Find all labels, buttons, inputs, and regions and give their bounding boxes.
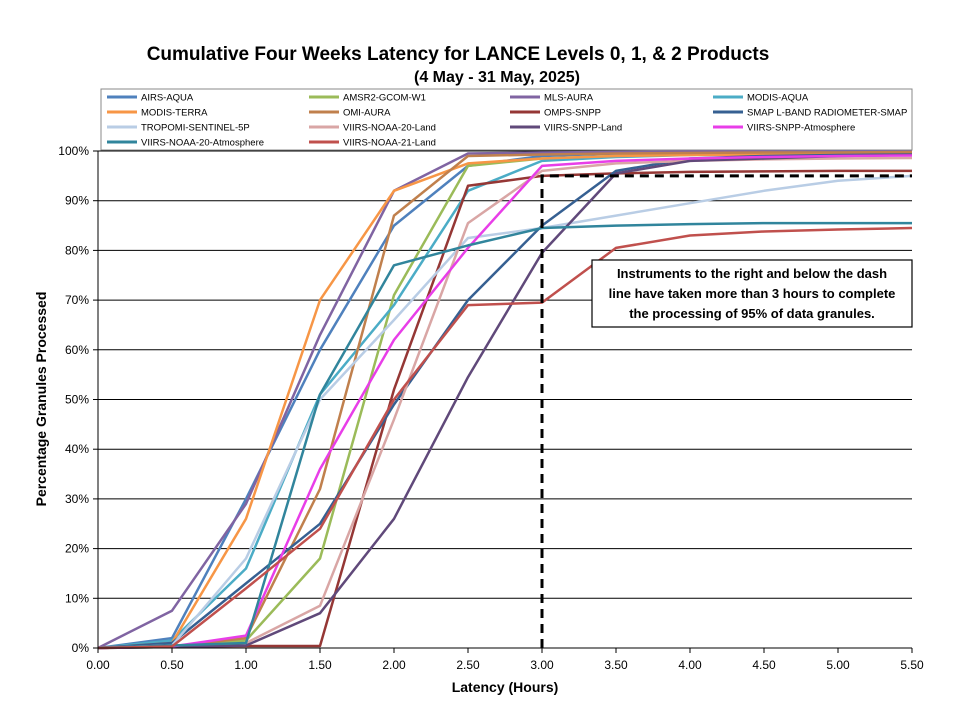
legend-label: AIRS-AQUA bbox=[141, 93, 194, 104]
annotation-callout: Instruments to the right and below the d… bbox=[591, 259, 913, 328]
x-tick-label: 2.50 bbox=[456, 658, 480, 672]
series-line-5 bbox=[97, 152, 913, 650]
series-line-14 bbox=[97, 226, 913, 650]
annotation-line-3: the processing of 95% of data granules. bbox=[629, 306, 875, 321]
annotation-line-2: line have taken more than 3 hours to com… bbox=[609, 286, 896, 301]
y-tick-label: 0% bbox=[72, 641, 90, 655]
series-line-7 bbox=[97, 169, 912, 650]
y-axis-title: Percentage Granules Processed bbox=[33, 292, 49, 507]
series-line-12 bbox=[97, 154, 913, 650]
x-tick-label: 2.00 bbox=[382, 658, 406, 672]
series-line-11 bbox=[97, 153, 913, 650]
y-tick-label: 60% bbox=[65, 343, 89, 357]
legend-label: OMI-AURA bbox=[343, 108, 391, 119]
y-tick-label: 30% bbox=[65, 492, 89, 506]
annotation-box bbox=[591, 259, 913, 328]
legend-label: MODIS-AQUA bbox=[747, 93, 809, 104]
series-line-9 bbox=[97, 174, 913, 650]
legend-label: AMSR2-GCOM-W1 bbox=[343, 93, 426, 104]
threshold-line bbox=[540, 174, 912, 648]
series-line-6 bbox=[97, 150, 913, 650]
legend: AIRS-AQUA AMSR2-GCOM-W1 MLS-AURA MODIS-AQUA… bbox=[107, 93, 907, 149]
series-line-4 bbox=[97, 151, 913, 650]
series-lines bbox=[97, 150, 913, 650]
x-tick-label: 5.00 bbox=[826, 658, 850, 672]
x-tick-label: 3.50 bbox=[604, 658, 628, 672]
legend-label: VIIRS-NOAA-20-Land bbox=[343, 123, 436, 134]
annotation-line-1: Instruments to the right and below the d… bbox=[617, 266, 887, 281]
y-tick-label: 10% bbox=[65, 591, 89, 605]
legend-box bbox=[100, 88, 913, 151]
legend-label: VIIRS-NOAA-21-Land bbox=[343, 138, 436, 149]
legend-label: OMPS-SNPP bbox=[544, 108, 601, 119]
threshold-dash-line bbox=[540, 174, 912, 648]
y-tick-label: 50% bbox=[65, 393, 89, 407]
chart-subtitle: (4 May - 31 May, 2025) bbox=[414, 69, 580, 86]
x-tick-label: 0.00 bbox=[86, 658, 110, 672]
x-tick-label: 1.00 bbox=[234, 658, 258, 672]
chart-title: Cumulative Four Weeks Latency for LANCE … bbox=[147, 44, 770, 65]
y-tick-label: 100% bbox=[58, 144, 89, 158]
legend-label: MODIS-TERRA bbox=[141, 108, 208, 119]
x-tick-label: 4.50 bbox=[752, 658, 776, 672]
legend-label: VIIRS-SNPP-Atmosphere bbox=[747, 123, 855, 134]
legend-label: VIIRS-NOAA-20-Atmosphere bbox=[141, 138, 264, 149]
y-tick-label: 80% bbox=[65, 243, 89, 257]
y-tick-labels: 0% 10% 20% 30% 40% 50% 60% 70% 80% 90% 100% bbox=[58, 144, 98, 655]
series-line-13 bbox=[97, 221, 912, 650]
x-tick-label: 3.00 bbox=[530, 658, 554, 672]
legend-label: VIIRS-SNPP-Land bbox=[544, 123, 622, 134]
y-tick-label: 20% bbox=[65, 542, 89, 556]
x-tick-label: 5.50 bbox=[900, 658, 924, 672]
legend-label: TROPOMI-SENTINEL-5P bbox=[141, 123, 250, 134]
x-tick-label: 1.50 bbox=[308, 658, 332, 672]
gridlines bbox=[98, 150, 912, 599]
series-line-8 bbox=[97, 153, 913, 650]
series-line-2 bbox=[97, 151, 913, 650]
legend-label: MLS-AURA bbox=[544, 93, 594, 104]
x-tick-labels: 0.00 0.50 1.00 1.50 2.00 2.50 3.00 3.50 4.00 4.50… bbox=[86, 648, 924, 672]
x-axis-title: Latency (Hours) bbox=[452, 679, 559, 695]
y-tick-label: 70% bbox=[65, 293, 89, 307]
y-tick-label: 40% bbox=[65, 442, 89, 456]
y-tick-label: 90% bbox=[65, 194, 89, 208]
x-tick-label: 4.00 bbox=[678, 658, 702, 672]
x-tick-label: 0.50 bbox=[160, 658, 184, 672]
legend-label: SMAP L-BAND RADIOMETER-SMAP bbox=[747, 108, 907, 119]
